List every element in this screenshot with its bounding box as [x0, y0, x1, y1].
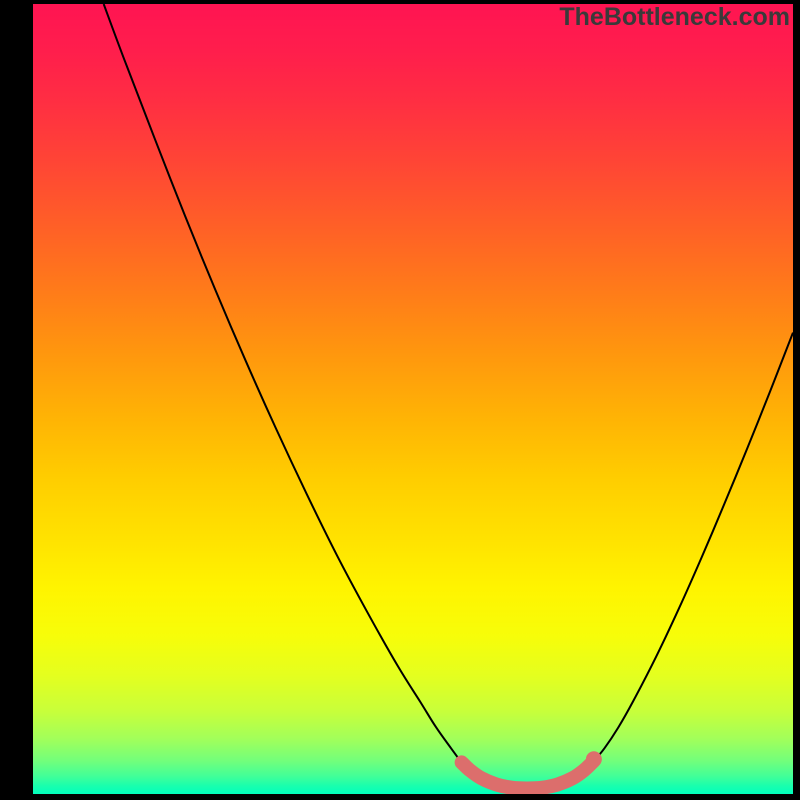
plot-area [33, 4, 793, 794]
gradient-background [33, 4, 793, 794]
current-config-dot [586, 751, 602, 767]
chart-frame: TheBottleneck.com [0, 0, 800, 800]
plot-svg [33, 4, 793, 794]
watermark-text: TheBottleneck.com [559, 3, 790, 32]
